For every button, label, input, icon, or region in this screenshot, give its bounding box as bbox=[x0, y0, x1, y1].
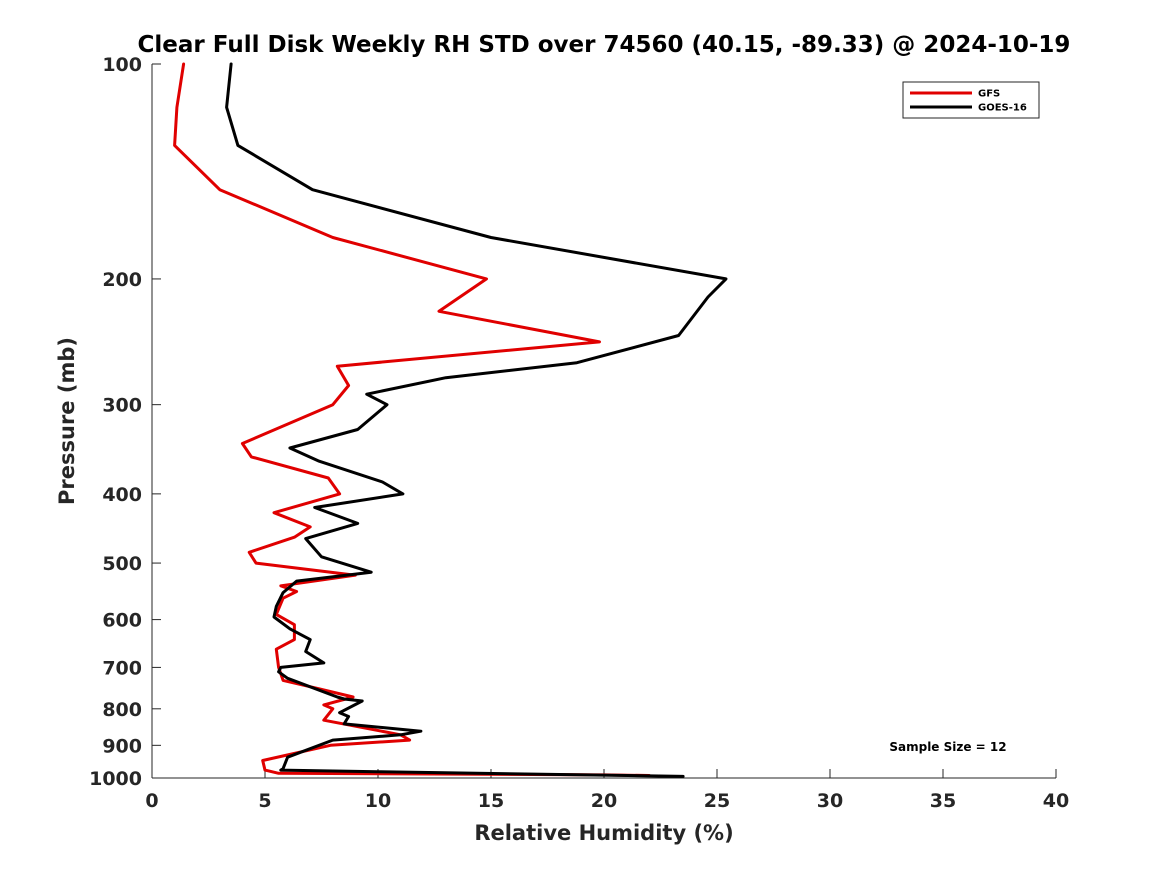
y-tick-label: 1000 bbox=[89, 768, 142, 790]
y-tick-label: 200 bbox=[102, 269, 142, 291]
y-tick-label: 500 bbox=[102, 553, 142, 575]
x-tick-label: 5 bbox=[258, 790, 271, 812]
series-line-goes-16 bbox=[225, 62, 728, 778]
legend: GFS GOES-16 bbox=[902, 81, 1040, 119]
y-axis-label: Pressure (mb) bbox=[55, 337, 79, 505]
x-tick-label: 15 bbox=[478, 790, 504, 812]
y-tick-label: 300 bbox=[102, 395, 142, 417]
legend-label: GOES-16 bbox=[978, 103, 1027, 114]
series-lines bbox=[173, 62, 728, 778]
x-tick-label: 10 bbox=[365, 790, 391, 812]
x-tick-label: 25 bbox=[704, 790, 730, 812]
legend-box bbox=[902, 81, 1040, 119]
plot-area bbox=[151, 64, 1056, 779]
y-tick-label: 100 bbox=[102, 54, 142, 76]
y-tick-label: 900 bbox=[102, 735, 142, 757]
y-tick-label: 700 bbox=[102, 657, 142, 679]
x-tick-label: 30 bbox=[817, 790, 843, 812]
legend-label: GFS bbox=[978, 89, 1000, 100]
y-axis: 100 200 300 400 500 600 700 800 900 1000 bbox=[89, 54, 161, 790]
x-tick-label: 0 bbox=[145, 790, 158, 812]
y-tick-label: 800 bbox=[102, 699, 142, 721]
y-tick-label: 600 bbox=[102, 610, 142, 632]
series-line-gfs bbox=[173, 62, 651, 777]
x-axis-label: Relative Humidity (%) bbox=[474, 821, 733, 845]
x-axis: 0 5 10 15 20 25 30 35 40 bbox=[145, 769, 1069, 812]
chart-title: Clear Full Disk Weekly RH STD over 74560… bbox=[138, 32, 1071, 58]
x-tick-label: 35 bbox=[930, 790, 956, 812]
y-tick-label: 400 bbox=[102, 484, 142, 506]
x-tick-label: 40 bbox=[1043, 790, 1069, 812]
x-tick-label: 20 bbox=[591, 790, 617, 812]
sample-size-annotation: Sample Size = 12 bbox=[889, 740, 1006, 754]
